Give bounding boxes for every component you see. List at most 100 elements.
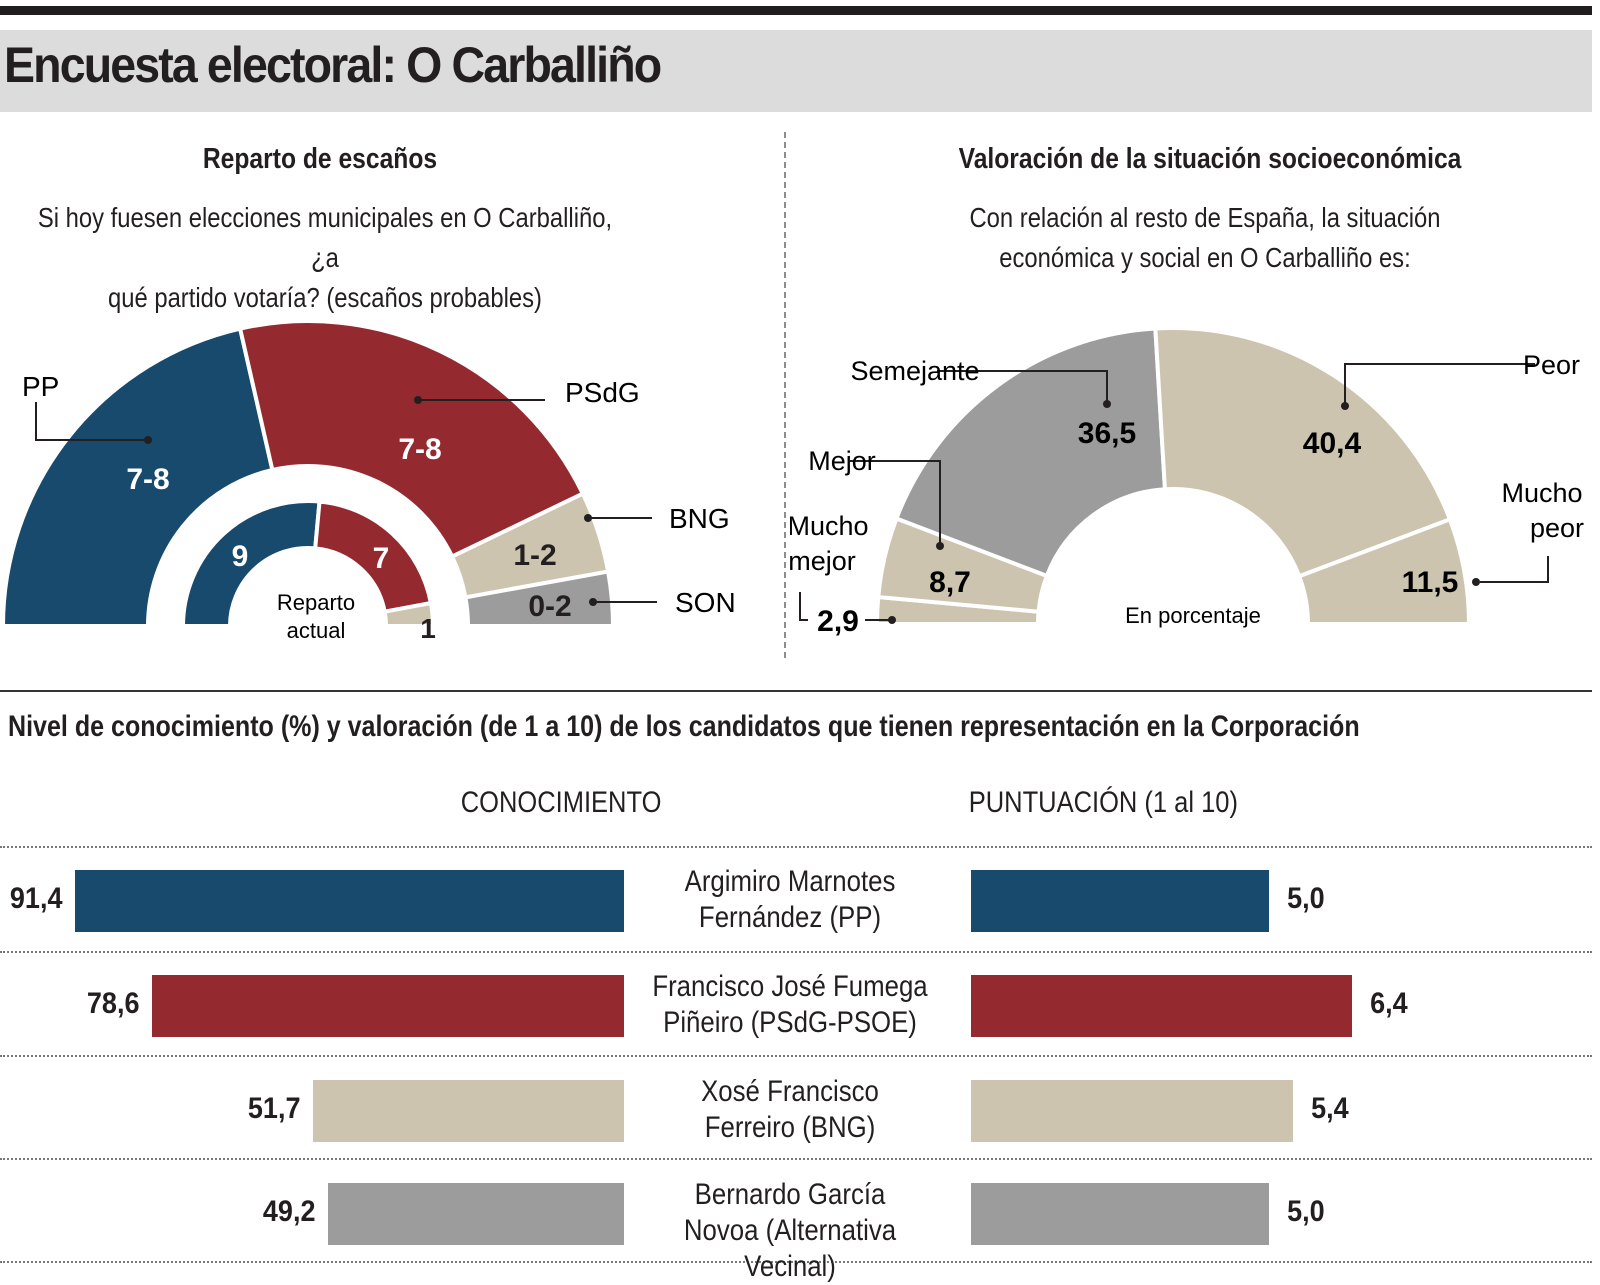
seats-current-bng: 1 xyxy=(420,613,436,644)
candidate-name-line-2: Ferreiro (BNG) xyxy=(704,1111,876,1144)
seats-chart: PP PSdG BNG SON 7-8 7-8 1-2 0-2 9 7 1 Re… xyxy=(0,319,736,644)
knowledge-value: 78,6 xyxy=(86,987,140,1020)
socio-label-mucho-mejor-1: Mucho xyxy=(790,511,869,541)
score-value: 5,0 xyxy=(1287,882,1325,915)
candidate-name: Xosé Francisco Ferreiro (BNG) xyxy=(644,1074,936,1146)
socio-chart: Semejante Peor Mejor Mucho mejor Mucho p… xyxy=(790,326,1584,638)
score-bar xyxy=(971,1080,1293,1142)
seats-value-bng: 1-2 xyxy=(513,539,556,572)
seats-current-segment-bng xyxy=(382,600,436,628)
leader-dot-peor xyxy=(1341,402,1349,410)
page-title: Encuesta electoral: O Carballiño xyxy=(4,37,662,93)
socio-label-semejante: Semejante xyxy=(850,356,979,386)
row-separator xyxy=(0,1055,1592,1057)
knowledge-value: 49,2 xyxy=(263,1195,316,1228)
socio-segment-semejante xyxy=(893,326,1168,579)
knowledge-bar xyxy=(328,1183,624,1245)
row-separator xyxy=(0,951,1592,953)
candidate-name: Bernardo García Novoa (Alternativa Vecina… xyxy=(644,1177,936,1285)
socio-label-mucho-mejor-2: mejor xyxy=(790,546,856,576)
socio-segment-mucho-peor xyxy=(1296,516,1472,626)
legend-label-pp: PP xyxy=(22,371,59,402)
row-separator xyxy=(0,1261,1592,1263)
socio-value-semejante: 36,5 xyxy=(1078,417,1136,450)
score-bar xyxy=(971,975,1353,1037)
panel-divider xyxy=(784,132,786,658)
knowledge-bar xyxy=(313,1080,624,1142)
leader-dot-semejante xyxy=(1103,400,1111,408)
col-head-score: PUNTUACIÓN (1 al 10) xyxy=(968,786,1238,819)
seats-chart-title: Reparto de escaños xyxy=(202,143,438,175)
seats-value-psdg: 7-8 xyxy=(398,433,441,466)
leader-line-mejor xyxy=(850,460,941,546)
knowledge-value: 51,7 xyxy=(248,1092,301,1125)
socio-chart-title: Valoración de la situación socioeconómic… xyxy=(958,143,1462,175)
seats-segment-psdg xyxy=(237,319,586,560)
socio-label-mejor: Mejor xyxy=(808,446,876,476)
seats-subtitle-line-2: qué partido votaría? (escaños probables) xyxy=(108,282,542,313)
candidate-name-line-2: Fernández (PP) xyxy=(698,901,882,934)
seats-subtitle-line-1: Si hoy fuesen elecciones municipales en … xyxy=(37,202,613,273)
knowledge-bar xyxy=(75,870,624,932)
col-head-knowledge: CONOCIMIENTO xyxy=(460,786,662,819)
seats-current-segment-pp xyxy=(180,499,322,628)
candidate-name-line-1: Bernardo García xyxy=(694,1178,886,1211)
seats-segment-pp xyxy=(0,326,275,628)
center-label-actual: actual xyxy=(287,618,346,643)
socio-value-mucho-peor: 11,5 xyxy=(1402,566,1459,599)
leader-line-mucho-mejor xyxy=(799,592,808,621)
socio-value-mejor: 8,7 xyxy=(929,566,971,599)
score-value: 5,0 xyxy=(1287,1195,1325,1228)
candidate-name-line-2: Novoa (Alternativa Vecinal) xyxy=(683,1214,897,1283)
socio-subtitle-line-2: económica y social en O Carballiño es: xyxy=(999,242,1411,273)
socio-label-mucho-peor-1: Mucho xyxy=(1501,478,1582,508)
socio-center-label: En porcentaje xyxy=(1125,603,1261,628)
candidate-name-line-2: Piñeiro (PSdG-PSOE) xyxy=(663,1006,917,1039)
title-band xyxy=(0,30,1592,112)
score-bar xyxy=(971,1183,1269,1245)
socio-label-peor: Peor xyxy=(1523,350,1580,380)
score-value: 5,4 xyxy=(1310,1092,1349,1125)
candidates-title: Nivel de conocimiento (%) y valoración (… xyxy=(8,710,1360,743)
leader-line-semejante xyxy=(937,370,1108,404)
legend-label-bng: BNG xyxy=(669,503,730,534)
knowledge-bar xyxy=(151,975,624,1037)
seats-segment-son xyxy=(463,569,616,628)
seats-value-son: 0-2 xyxy=(528,590,571,623)
legend-label-psdg: PSdG xyxy=(565,377,640,408)
section-divider xyxy=(0,690,1592,692)
socio-label-mucho-peor-2: peor xyxy=(1530,513,1584,543)
leader-line-peor xyxy=(1344,363,1535,406)
leader-dot-mucho-peor xyxy=(1472,578,1480,586)
socio-value-mucho-mejor: 2,9 xyxy=(817,605,859,638)
socio-subtitle-line-1: Con relación al resto de España, la situ… xyxy=(969,202,1441,233)
leader-dot-pp xyxy=(144,436,152,444)
leader-dot-bng xyxy=(584,514,592,522)
socio-segment-peor xyxy=(1153,326,1453,579)
center-label-reparto: Reparto xyxy=(277,590,355,615)
leader-dot-mucho-mejor xyxy=(888,616,896,624)
seats-value-pp: 7-8 xyxy=(126,463,169,496)
candidate-name: Francisco José Fumega Piñeiro (PSdG-PSOE) xyxy=(644,969,936,1041)
leader-line-mucho-peor xyxy=(1480,556,1549,583)
candidate-name-line-1: Francisco José Fumega xyxy=(652,970,928,1003)
seats-current-pp: 9 xyxy=(232,540,249,573)
top-rule xyxy=(0,6,1592,15)
seats-subtitle: Si hoy fuesen elecciones municipales en … xyxy=(32,198,619,318)
leader-dot-mejor xyxy=(936,542,944,550)
score-value: 6,4 xyxy=(1370,987,1409,1020)
socio-subtitle: Con relación al resto de España, la situ… xyxy=(929,198,1482,278)
legend-label-son: SON xyxy=(675,587,736,618)
score-bar xyxy=(971,870,1269,932)
candidate-name: Argimiro Marnotes Fernández (PP) xyxy=(644,864,936,936)
candidate-name-line-1: Argimiro Marnotes xyxy=(684,865,896,898)
leader-dot-psdg xyxy=(414,396,422,404)
knowledge-value: 91,4 xyxy=(9,882,63,915)
candidate-name-line-1: Xosé Francisco xyxy=(701,1075,879,1108)
row-separator xyxy=(0,1158,1592,1160)
leader-line-pp xyxy=(35,402,148,441)
seats-current-psdg: 7 xyxy=(373,542,390,575)
socio-value-peor: 40,4 xyxy=(1303,427,1362,460)
row-separator xyxy=(0,846,1592,848)
leader-dot-son xyxy=(589,598,597,606)
